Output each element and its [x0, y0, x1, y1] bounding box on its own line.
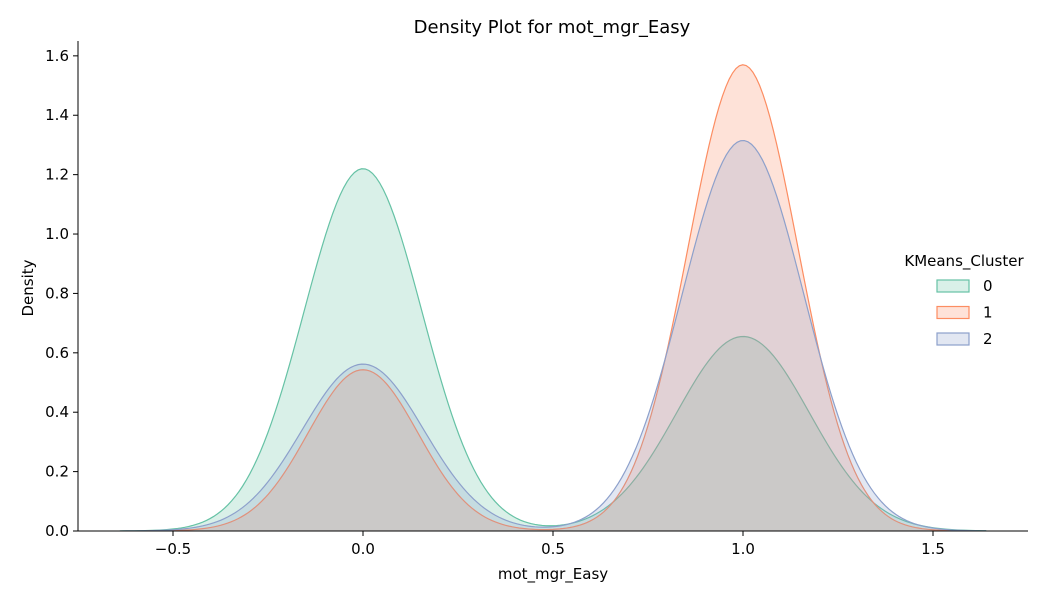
x-tick-label: 1.5 — [921, 540, 945, 558]
legend-swatch-1 — [936, 305, 970, 320]
legend-label-0: 0 — [983, 277, 993, 295]
y-ticks: 0.0 0.2 0.4 0.6 0.8 1.0 1.2 1.4 1.6 — [45, 47, 78, 540]
legend-swatch-2 — [936, 332, 970, 346]
series-layer — [119, 64, 987, 532]
series-2-area — [119, 140, 987, 531]
series-0-area — [119, 168, 987, 532]
x-tick-label: −0.5 — [155, 540, 191, 558]
y-tick-label: 0.2 — [45, 463, 69, 481]
series-1-area — [146, 64, 960, 531]
legend-label-2: 2 — [983, 330, 993, 348]
series-0-line — [119, 168, 987, 532]
y-tick-label: 1.2 — [45, 166, 69, 184]
series-2-line — [119, 139, 987, 532]
legend-title: KMeans_Cluster — [904, 252, 1024, 271]
x-axis-label: mot_mgr_Easy — [498, 565, 608, 584]
chart-title: Density Plot for mot_mgr_Easy — [414, 17, 691, 38]
y-tick-label: 0.8 — [45, 284, 69, 302]
x-tick-label: 0.5 — [541, 540, 565, 558]
x-ticks: −0.5 0.0 0.5 1.0 1.5 — [155, 531, 945, 558]
y-tick-label: 0.0 — [45, 522, 69, 540]
y-tick-label: 0.4 — [45, 403, 69, 421]
legend: KMeans_Cluster 0 1 2 — [904, 252, 1024, 348]
legend-items: 0 1 2 — [936, 277, 993, 348]
y-axis-label: Density — [19, 259, 37, 316]
y-tick-label: 1.6 — [45, 47, 69, 65]
y-tick-label: 1.0 — [45, 225, 69, 243]
series-1-line — [146, 64, 960, 532]
legend-label-1: 1 — [983, 304, 993, 322]
y-tick-label: 0.6 — [45, 344, 69, 362]
legend-swatch-0 — [936, 279, 970, 293]
x-tick-label: 0.0 — [351, 540, 375, 558]
x-tick-label: 1.0 — [731, 540, 755, 558]
y-tick-label: 1.4 — [45, 106, 69, 124]
